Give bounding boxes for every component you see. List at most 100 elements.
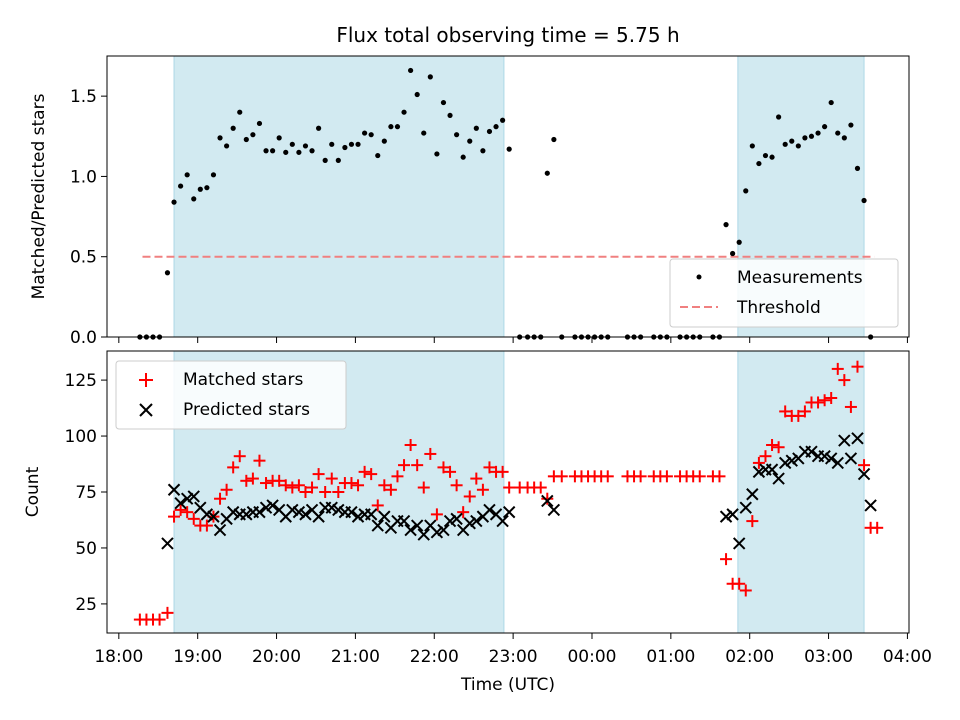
measurement-point [480,148,486,154]
bottom-legend-box [115,360,347,430]
matched-stars-series [133,360,884,626]
predicted-star-point [818,449,831,463]
shaded-interval-1 [737,350,865,634]
predicted-star-point [345,505,358,519]
measurement-point [394,124,401,130]
matched-star-point [153,613,166,626]
measurement-point [276,135,282,141]
predicted-star-point [371,519,384,532]
top-y-tick-label: 0.0 [70,328,97,348]
matched-star-point [174,503,187,516]
matched-star-point [279,479,292,492]
bottom-y-tick-label: 50 [75,539,97,559]
measurement-point [808,133,815,139]
matched-star-point [214,492,227,505]
measurement-point [210,172,217,178]
measurement-point [460,154,466,160]
measurement-point [756,160,762,167]
matched-star-point [476,483,489,496]
matched-star-point [555,470,568,483]
measurement-point [164,270,171,276]
predicted-star-point [417,528,430,541]
measurement-point [776,114,782,120]
measurement-point [224,143,230,149]
matched-star-point [772,441,785,454]
legend-threshold-label: Threshold [736,298,821,318]
predicted-star-point [378,510,391,523]
predicted-star-point [785,454,798,467]
top-x-ticks [118,337,908,343]
measurement-point [551,136,557,143]
measurement-point [329,141,335,147]
measurement-point [362,130,368,136]
predicted-star-point [167,483,181,496]
measurement-point [493,124,499,130]
predicted-star-point [502,505,516,519]
matched-star-point [463,490,476,503]
predicted-star-point [470,514,483,528]
matched-star-point [358,465,371,478]
measurement-point [243,136,249,143]
matched-star-point [541,492,554,505]
legend-predicted-marker [139,403,153,417]
matched-star-point [398,459,411,472]
bottom-x-axis-label: Time (UTC) [460,675,555,695]
predicted-star-point [174,496,187,510]
matched-star-point [424,447,437,460]
measurement-point [250,132,256,138]
matched-star-point [233,450,246,463]
measurement-point [375,152,381,159]
matched-star-point [365,468,378,481]
legend-measurements-marker [696,274,702,280]
measurement-point [473,125,479,131]
measurement-point [828,99,834,106]
predicted-star-point [364,508,378,521]
matched-star-point [319,486,332,498]
measurement-point [335,157,341,163]
measurement-point [283,149,289,155]
predicted-star-point [831,456,844,470]
matched-star-point [752,456,765,469]
x-tick-label: 02:00 [725,647,774,667]
matched-star-point [812,396,825,409]
measurement-point [230,125,236,131]
bottom-legend: Matched stars Predicted stars [115,360,347,430]
measurement-point [401,109,407,115]
shaded-interval-0 [173,55,505,338]
top-legend-box [669,258,899,328]
predicted-star-point [213,523,227,537]
predicted-star-point [450,512,463,526]
legend-predicted-label: Predicted stars [183,400,310,420]
matched-star-point [746,515,759,528]
matched-star-point [430,508,443,521]
measurement-point [500,117,506,123]
measurement-point [408,67,414,74]
matched-star-point [437,461,450,474]
matched-star-point [634,470,647,483]
matched-star-point [273,474,286,487]
matched-star-point [720,553,733,566]
predicted-star-point [253,505,266,519]
top-y-tick-label: 1.5 [70,87,97,107]
matched-star-point [601,470,614,483]
predicted-star-point [463,517,476,530]
measurement-point [381,138,387,144]
matched-star-point [851,360,864,373]
top-y-axis: 0.0 0.5 1.0 1.5 [70,87,107,348]
measurement-point [854,165,861,171]
measurement-point [447,112,453,119]
predicted-star-point [240,508,253,521]
bottom-y-axis-label: Count [23,466,43,517]
matched-star-point [483,461,496,474]
matched-star-point [660,470,673,483]
measurement-point [736,239,742,245]
measurement-point [861,197,867,204]
predicted-star-point [266,499,279,512]
bottom-x-axis: 18:00 19:00 20:00 21:00 22:00 23:00 00:00 01:00… [94,633,932,667]
matched-star-point [450,479,463,492]
measurement-point [309,148,315,154]
predicted-star-point [404,523,417,537]
measurement-point [427,74,433,80]
matched-star-point [792,409,805,422]
predicted-star-point [483,503,496,517]
